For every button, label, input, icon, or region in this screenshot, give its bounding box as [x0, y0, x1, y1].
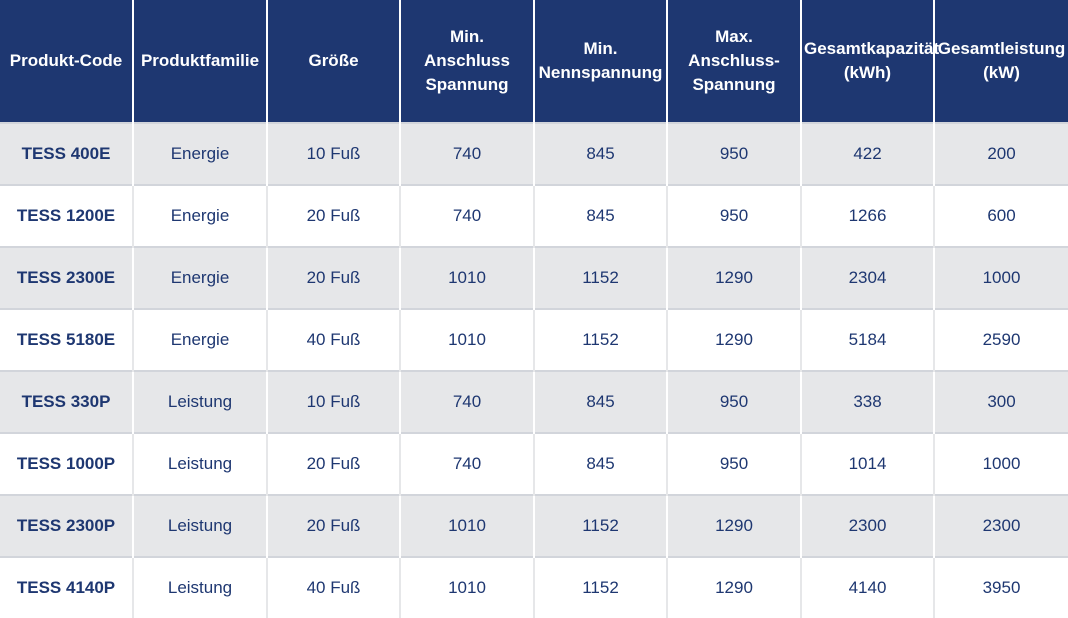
header-total-power: Gesamtleistung (kW): [933, 0, 1068, 123]
cell-size: 20 Fuß: [266, 184, 400, 247]
cell-total-power: 600: [933, 184, 1068, 247]
cell-max-connection-voltage: 950: [666, 370, 801, 433]
header-product-family: Produktfamilie: [132, 0, 267, 123]
header-total-capacity: Gesamtkapazität (kWh): [800, 0, 939, 123]
cell-total-capacity: 4140: [800, 556, 934, 618]
table-header: Produkt-Code Produktfamilie Größe Min. A…: [0, 0, 1068, 123]
cell-product-family: Energie: [132, 308, 267, 371]
cell-product-code: TESS 2300E: [0, 246, 133, 309]
cell-product-code: TESS 330P: [0, 370, 133, 433]
cell-min-connection-voltage: 1010: [399, 246, 534, 309]
cell-total-capacity: 1266: [800, 184, 934, 247]
cell-product-code: TESS 400E: [0, 122, 133, 185]
cell-min-nominal-voltage: 1152: [533, 308, 667, 371]
cell-total-capacity: 422: [800, 122, 934, 185]
cell-min-connection-voltage: 1010: [399, 494, 534, 557]
cell-max-connection-voltage: 1290: [666, 246, 801, 309]
header-min-connection-voltage: Min. Anschluss Spannung: [399, 0, 534, 123]
cell-max-connection-voltage: 1290: [666, 308, 801, 371]
header-size: Größe: [266, 0, 400, 123]
cell-product-code: TESS 5180E: [0, 308, 133, 371]
cell-total-power: 1000: [933, 432, 1068, 495]
cell-min-connection-voltage: 1010: [399, 556, 534, 618]
cell-size: 20 Fuß: [266, 494, 400, 557]
header-min-nominal-voltage: Min. Nennspannung: [533, 0, 667, 123]
table-body: TESS 400E Energie 10 Fuß 740 845 950 422…: [0, 122, 1068, 618]
cell-product-code: TESS 1000P: [0, 432, 133, 495]
cell-total-power: 2590: [933, 308, 1068, 371]
header-row: Produkt-Code Produktfamilie Größe Min. A…: [0, 0, 1068, 123]
cell-min-connection-voltage: 740: [399, 432, 534, 495]
cell-total-power: 1000: [933, 246, 1068, 309]
header-product-code: Produkt-Code: [0, 0, 133, 123]
cell-total-capacity: 338: [800, 370, 934, 433]
cell-product-code: TESS 4140P: [0, 556, 133, 618]
cell-max-connection-voltage: 950: [666, 122, 801, 185]
table-row: TESS 2300E Energie 20 Fuß 1010 1152 1290…: [0, 246, 1068, 309]
cell-min-connection-voltage: 740: [399, 184, 534, 247]
cell-size: 10 Fuß: [266, 122, 400, 185]
cell-min-nominal-voltage: 845: [533, 370, 667, 433]
cell-size: 20 Fuß: [266, 432, 400, 495]
table-row: TESS 1000P Leistung 20 Fuß 740 845 950 1…: [0, 432, 1068, 495]
cell-min-nominal-voltage: 1152: [533, 556, 667, 618]
cell-total-power: 200: [933, 122, 1068, 185]
cell-min-nominal-voltage: 845: [533, 122, 667, 185]
cell-max-connection-voltage: 950: [666, 432, 801, 495]
cell-size: 40 Fuß: [266, 556, 400, 618]
table-row: TESS 2300P Leistung 20 Fuß 1010 1152 129…: [0, 494, 1068, 557]
cell-total-power: 3950: [933, 556, 1068, 618]
cell-max-connection-voltage: 1290: [666, 494, 801, 557]
cell-total-power: 2300: [933, 494, 1068, 557]
cell-size: 40 Fuß: [266, 308, 400, 371]
table-row: TESS 4140P Leistung 40 Fuß 1010 1152 129…: [0, 556, 1068, 618]
cell-total-capacity: 5184: [800, 308, 934, 371]
cell-min-connection-voltage: 740: [399, 122, 534, 185]
cell-min-connection-voltage: 1010: [399, 308, 534, 371]
cell-product-code: TESS 1200E: [0, 184, 133, 247]
table-row: TESS 400E Energie 10 Fuß 740 845 950 422…: [0, 122, 1068, 185]
cell-min-nominal-voltage: 845: [533, 432, 667, 495]
cell-product-family: Leistung: [132, 432, 267, 495]
cell-product-family: Energie: [132, 246, 267, 309]
cell-product-family: Leistung: [132, 494, 267, 557]
cell-min-nominal-voltage: 1152: [533, 246, 667, 309]
cell-min-connection-voltage: 740: [399, 370, 534, 433]
cell-size: 20 Fuß: [266, 246, 400, 309]
cell-product-family: Leistung: [132, 556, 267, 618]
cell-total-capacity: 2304: [800, 246, 934, 309]
cell-total-power: 300: [933, 370, 1068, 433]
cell-product-code: TESS 2300P: [0, 494, 133, 557]
cell-size: 10 Fuß: [266, 370, 400, 433]
cell-product-family: Energie: [132, 122, 267, 185]
table-row: TESS 330P Leistung 10 Fuß 740 845 950 33…: [0, 370, 1068, 433]
table-row: TESS 5180E Energie 40 Fuß 1010 1152 1290…: [0, 308, 1068, 371]
cell-max-connection-voltage: 950: [666, 184, 801, 247]
cell-product-family: Leistung: [132, 370, 267, 433]
table-row: TESS 1200E Energie 20 Fuß 740 845 950 12…: [0, 184, 1068, 247]
cell-total-capacity: 1014: [800, 432, 934, 495]
cell-total-capacity: 2300: [800, 494, 934, 557]
cell-product-family: Energie: [132, 184, 267, 247]
cell-max-connection-voltage: 1290: [666, 556, 801, 618]
cell-min-nominal-voltage: 1152: [533, 494, 667, 557]
cell-min-nominal-voltage: 845: [533, 184, 667, 247]
header-max-connection-voltage: Max. Anschluss- Spannung: [666, 0, 801, 123]
